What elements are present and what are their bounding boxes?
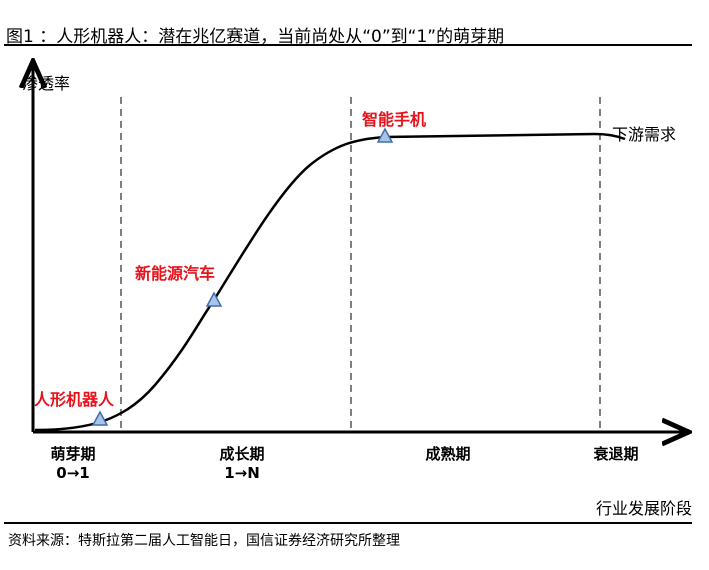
phase-decline: 衰退期 bbox=[593, 445, 639, 463]
label-smartphone: 智能手机 bbox=[362, 110, 427, 129]
phase-growth: 成长期 bbox=[219, 445, 265, 463]
phase-germination-sub: 0→1 bbox=[56, 464, 90, 482]
penetration-curve bbox=[34, 132, 626, 432]
phase-germination: 萌芽期 bbox=[50, 445, 96, 463]
source-note: 资料来源：特斯拉第二届人工智能日，国信证券经济研究所整理 bbox=[8, 533, 400, 549]
label-nev: 新能源汽车 bbox=[135, 264, 216, 283]
figure-title: 图1 ：人形机器人：潜在兆亿赛道，当前尚处从“0”到“1”的萌芽期 bbox=[6, 27, 505, 47]
label-downstream-demand: 下游需求 bbox=[612, 125, 677, 144]
y-axis-label: 渗透率 bbox=[22, 74, 71, 93]
label-humanoid-robot: 人形机器人 bbox=[34, 390, 115, 409]
x-axis-label: 行业发展阶段 bbox=[595, 499, 692, 518]
marker-smartphone bbox=[376, 127, 394, 143]
title-underline bbox=[4, 44, 692, 46]
marker-humanoid-robot bbox=[91, 410, 109, 426]
marker-nev bbox=[205, 291, 223, 307]
phase-maturity: 成熟期 bbox=[425, 445, 471, 463]
source-divider bbox=[4, 522, 692, 524]
phase-growth-sub: 1→N bbox=[224, 464, 260, 482]
